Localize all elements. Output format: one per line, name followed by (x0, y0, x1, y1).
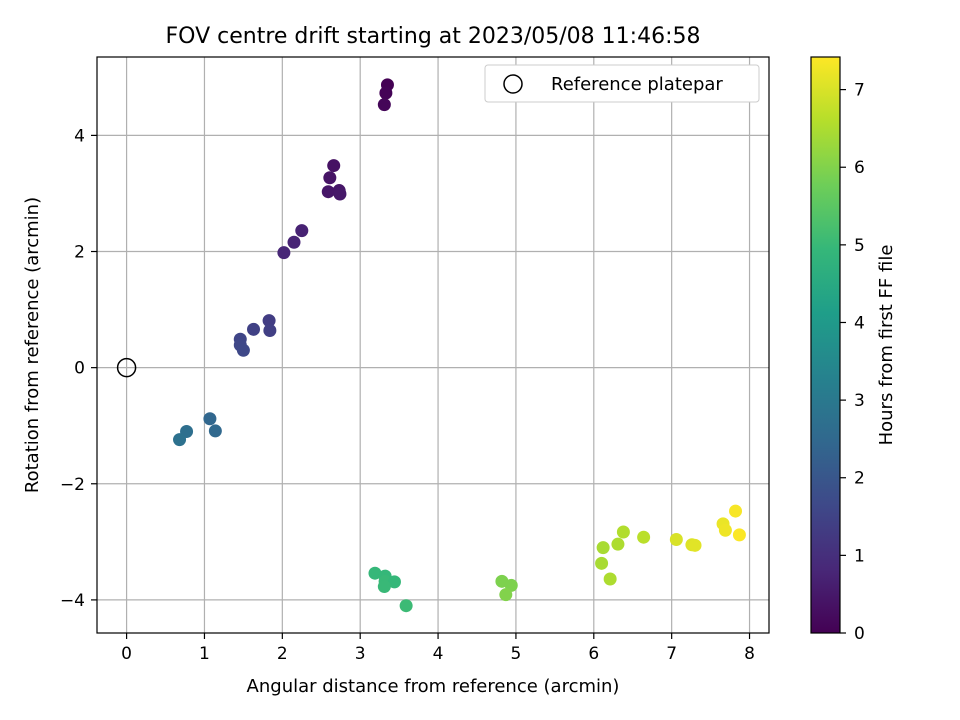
plot-area-frame (96, 56, 770, 634)
data-point (236, 343, 250, 357)
data-point (377, 580, 391, 594)
x-axis-label: Angular distance from reference (arcmin) (247, 676, 620, 697)
data-point (263, 323, 277, 337)
colorbar-tick-label: 2 (854, 469, 865, 489)
colorbar (810, 56, 841, 634)
data-point (387, 575, 401, 589)
data-point (321, 185, 335, 199)
gridlines (97, 57, 769, 633)
chart-title: FOV centre drift starting at 2023/05/08 … (166, 24, 701, 49)
y-tick-label: 2 (74, 243, 85, 263)
data-point (729, 504, 743, 518)
reference-point (116, 357, 137, 378)
x-tick-label: 1 (199, 644, 210, 664)
colorbar-label: Hours from first FF file (876, 245, 897, 446)
data-points (173, 78, 746, 613)
data-point (295, 224, 309, 238)
data-point (377, 98, 391, 112)
data-point (208, 424, 222, 438)
data-point (669, 533, 683, 547)
data-point (637, 530, 651, 544)
x-tick-label: 2 (277, 644, 288, 664)
x-tick-label: 4 (433, 644, 444, 664)
colorbar-tick-label: 7 (854, 81, 865, 101)
data-point (499, 588, 513, 602)
colorbar-tick-label: 1 (854, 546, 865, 566)
data-point (718, 523, 732, 537)
data-point (323, 171, 337, 185)
data-point (616, 525, 630, 539)
x-tick-label: 0 (121, 644, 132, 664)
legend-box (484, 64, 760, 103)
data-point (611, 537, 625, 551)
data-point (277, 246, 291, 260)
colorbar-ticks: 0 1 2 3 4 5 6 7 (840, 81, 865, 644)
y-tick-label: 4 (74, 126, 85, 146)
data-point (595, 556, 609, 570)
y-tick-label: −4 (60, 591, 85, 611)
y-axis-label: Rotation from reference (arcmin) (22, 197, 43, 493)
data-point (173, 433, 187, 447)
x-tick-label: 7 (666, 644, 677, 664)
x-axis-ticks: 0 1 2 3 4 5 6 7 8 (121, 633, 755, 664)
data-point (732, 528, 746, 542)
colorbar-tick-label: 3 (854, 391, 865, 411)
colorbar-tick-label: 0 (854, 624, 865, 644)
legend-marker (503, 74, 523, 94)
data-point (688, 538, 702, 552)
colorbar-tick-label: 6 (854, 158, 865, 178)
data-point (247, 322, 261, 336)
colorbar-tick-label: 5 (854, 236, 865, 256)
y-tick-label: 0 (74, 359, 85, 379)
data-point (203, 412, 217, 426)
x-tick-label: 3 (355, 644, 366, 664)
x-tick-label: 5 (511, 644, 522, 664)
data-point (287, 235, 301, 249)
legend-entry-reference: Reference platepar (551, 74, 723, 95)
x-tick-label: 8 (744, 644, 755, 664)
data-point (262, 314, 276, 328)
data-point (368, 566, 382, 580)
x-tick-label: 6 (588, 644, 599, 664)
y-tick-label: −2 (60, 475, 85, 495)
data-point (596, 541, 610, 555)
colorbar-tick-label: 4 (854, 313, 865, 333)
data-point (603, 572, 617, 586)
data-point (327, 159, 341, 173)
data-point (399, 599, 413, 613)
data-point (379, 86, 393, 100)
data-point (333, 187, 347, 201)
y-axis-ticks: −4 −2 0 2 4 (60, 126, 97, 611)
legend: Reference platepar (484, 64, 760, 103)
